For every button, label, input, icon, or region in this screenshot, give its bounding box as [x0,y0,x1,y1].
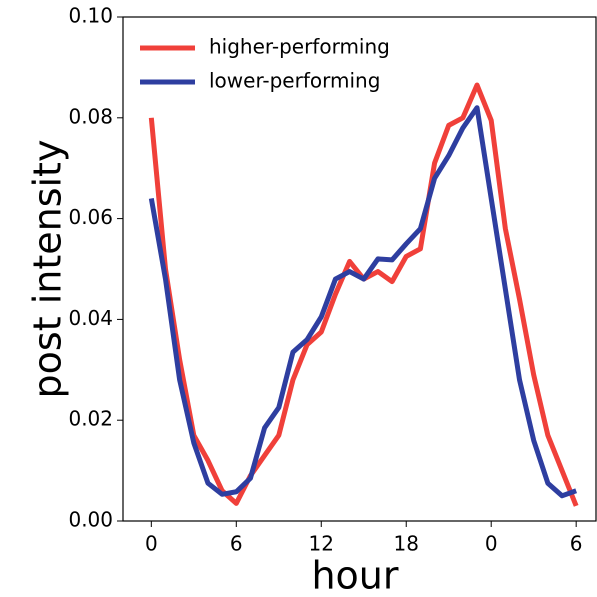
series-line [148,82,579,507]
y-tick-label: 0.02 [68,407,113,431]
series-line [148,105,578,499]
x-tick-label: 6 [230,532,243,556]
x-tick-label: 12 [309,532,334,556]
x-tick-label: 0 [145,532,158,556]
x-tick-label: 0 [485,532,498,556]
x-tick-label: 6 [570,532,583,556]
y-tick-label: 0.06 [68,205,113,229]
y-tick-label: 0.04 [68,306,113,330]
y-axis-label: post intensity [26,140,70,399]
x-axis-label: hour [311,554,398,597]
legend-label: higher-performing [209,35,390,59]
y-tick-label: 0.00 [68,508,113,532]
y-tick-label: 0.08 [68,104,113,128]
legend-label: lower-performing [209,69,380,93]
x-tick-label: 18 [394,532,419,556]
plot-frame [122,16,597,522]
y-tick-label: 0.10 [68,4,113,28]
